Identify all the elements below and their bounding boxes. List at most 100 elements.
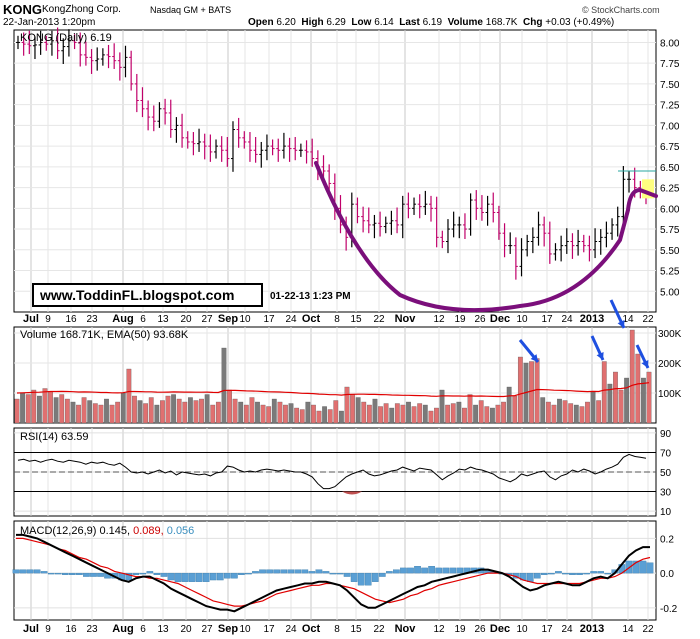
volume-bar: [490, 407, 495, 424]
macd-histogram-bar: [646, 562, 654, 574]
volume-bar: [215, 401, 221, 424]
macd-histogram-bar: [40, 571, 48, 574]
volume-bar: [132, 395, 137, 424]
macd-histogram-bar: [590, 571, 597, 574]
macd-histogram-bar: [533, 572, 541, 579]
macd-histogram-bar: [597, 571, 605, 574]
volume-bar: [439, 389, 445, 424]
x-tick-label: 10: [239, 314, 251, 325]
volume-bar: [462, 407, 467, 424]
macd-histogram-bar: [231, 572, 238, 579]
macd-histogram-bar: [132, 572, 140, 575]
macd-histogram-bar: [266, 569, 273, 574]
x-tick-label: 6: [140, 624, 146, 635]
volume-bar: [143, 403, 149, 424]
volume-bar: [232, 398, 238, 424]
volume-bar: [154, 404, 160, 424]
macd-hist-value: 0.056: [167, 525, 195, 537]
volume-bar: [601, 361, 607, 424]
ticker-title: KONG: [3, 2, 42, 17]
volume-bar: [613, 371, 618, 424]
macd-histogram-bar: [181, 572, 189, 582]
arrow-head: [617, 320, 625, 328]
macd-histogram-bar: [449, 567, 457, 574]
volume-bar: [428, 410, 434, 424]
volume-bar: [400, 404, 406, 424]
volume-bar: [48, 391, 53, 424]
volume-bar: [478, 400, 484, 424]
macd-histogram-bar: [238, 572, 245, 575]
volume-bar: [635, 353, 641, 424]
volume-bar: [115, 401, 121, 424]
company-name: KongZhong Corp.: [42, 4, 121, 15]
x-tick-label: 26: [474, 624, 486, 635]
macd-histogram-bar: [33, 569, 41, 574]
quote-datetime: 22-Jan-2013 1:20pm: [3, 17, 96, 28]
volume-bar: [607, 383, 613, 424]
volume-bar: [227, 389, 232, 424]
macd-y-tick: -0.2: [660, 604, 678, 615]
price-y-tick: 5.25: [660, 267, 680, 278]
volume-bar: [579, 406, 585, 424]
x-tick-label: Oct: [302, 623, 321, 635]
macd-histogram-bar: [336, 572, 344, 575]
open-value: 6.20: [276, 17, 296, 28]
volume-bar: [120, 392, 126, 424]
x-tick-label: 23: [86, 314, 98, 325]
macd-histogram-bar: [393, 569, 400, 574]
arrow-head: [530, 354, 538, 362]
macd-histogram-bar: [54, 572, 62, 575]
x-tick-label: 17: [541, 314, 553, 325]
volume-bar: [255, 401, 260, 424]
volume-bar: [422, 404, 428, 424]
macd-histogram-bar: [329, 572, 337, 575]
open-label: Open: [248, 17, 274, 28]
volume-bar: [434, 407, 439, 424]
macd-value: 0.145,: [99, 525, 133, 537]
x-tick-label: 10: [516, 314, 528, 325]
x-tick-label: 9: [45, 314, 51, 325]
macd-histogram-bar: [632, 560, 640, 574]
macd-histogram-bar: [357, 572, 365, 586]
panel-frame-0: [13, 29, 657, 313]
macd-histogram-bar: [350, 572, 358, 582]
arrow-head: [641, 360, 649, 368]
macd-histogram-bar: [83, 572, 90, 577]
macd-histogram-bar: [555, 571, 562, 574]
macd-histogram-bar: [209, 572, 217, 581]
volume-bar: [31, 389, 37, 424]
macd-histogram-bar: [315, 569, 323, 574]
macd-histogram-bar: [224, 572, 231, 579]
volume-bar: [411, 406, 417, 424]
macd-histogram-bar: [97, 572, 104, 577]
volume-ema-line: [16, 382, 650, 398]
volume-bar: [551, 404, 557, 424]
volume-bar: [506, 386, 512, 424]
rsi-y-tick: 70: [660, 448, 672, 459]
rsi-oversold-fill: [342, 491, 362, 495]
x-tick-label: 14: [622, 624, 634, 635]
rsi-line: [17, 453, 647, 490]
volume-bar: [305, 401, 311, 424]
volume-bar: [221, 347, 227, 424]
macd-line: [16, 533, 650, 613]
price-y-tick: 5.00: [660, 287, 680, 298]
volume-bar: [389, 407, 395, 424]
volume-bar: [327, 409, 333, 424]
price-y-tick: 7.75: [660, 59, 680, 70]
volume-bar: [148, 397, 154, 424]
macd-histogram-bar: [125, 572, 133, 581]
x-tick-label: 2013: [580, 313, 604, 325]
x-tick-label: 24: [561, 314, 573, 325]
x-tick-label: 10: [239, 624, 251, 635]
macd-histogram-bar: [562, 572, 569, 575]
volume-bar: [590, 391, 596, 424]
high-label: High: [301, 17, 324, 28]
x-tick-label: 13: [157, 624, 169, 635]
volume-bar: [624, 377, 630, 424]
x-tick-label: Oct: [302, 313, 321, 325]
x-tick-label: Sep: [218, 313, 238, 325]
x-tick-label: Nov: [395, 623, 417, 635]
cup-and-handle: [314, 161, 658, 313]
x-tick-label: Sep: [218, 623, 238, 635]
